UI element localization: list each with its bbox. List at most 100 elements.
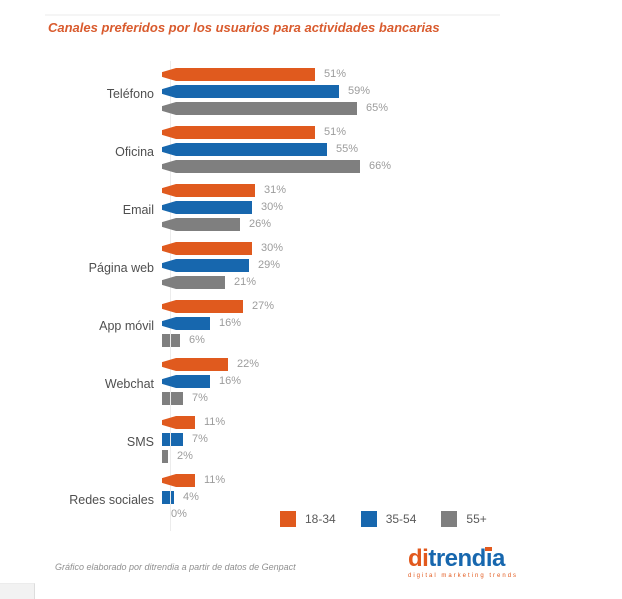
bar-line: 22% (162, 358, 614, 371)
bar-55+ (162, 218, 240, 231)
bar-group: 11% 4% 0% (162, 471, 614, 521)
legend-item-18-34: 18-34 (280, 511, 336, 527)
bar-55+ (162, 392, 183, 405)
value-label: 0% (171, 508, 187, 520)
category-label: Página web (88, 260, 154, 275)
chart-row: Email 31% 30% 26% (0, 181, 622, 239)
bar-35-54 (162, 491, 174, 504)
legend-item-55plus: 55+ (441, 511, 487, 527)
bar-line: 16% (162, 375, 614, 388)
bar-55+ (162, 102, 357, 115)
logo-part-di: di (408, 545, 429, 572)
value-label: 29% (258, 259, 281, 271)
bar-line: 51% (162, 126, 614, 139)
source-note: Gráfico elaborado por ditrendia a partir… (55, 562, 296, 572)
chart-rows: Teléfono 51% 59% 65% Oficina 51% 55% 66% Email 31… (0, 65, 622, 529)
bar-group: 31% 30% 26% (162, 181, 614, 231)
chart-row: SMS 11% 7% 2% (0, 413, 622, 471)
bar-35-54 (162, 433, 183, 446)
bar-line: 29% (162, 259, 614, 272)
y-axis-line (170, 61, 171, 531)
bar-line: 4% (162, 491, 614, 504)
value-label: 55% (336, 143, 359, 155)
bar-line: 7% (162, 433, 614, 446)
chart-row: Oficina 51% 55% 66% (0, 123, 622, 181)
bar-line: 27% (162, 300, 614, 313)
value-label: 4% (183, 491, 199, 503)
bar-line: 51% (162, 68, 614, 81)
legend-swatch-55plus (441, 511, 458, 527)
bar-18-34 (162, 184, 255, 197)
value-label: 30% (261, 242, 284, 254)
bar-35-54 (162, 375, 210, 388)
value-label: 16% (219, 317, 242, 329)
ditrendia-logo: ditrendia digital marketing trends (408, 547, 519, 580)
value-label: 66% (369, 160, 392, 172)
value-label: 21% (234, 276, 257, 288)
ditrendia-wordmark: ditrendia (408, 547, 518, 571)
bar-line: 30% (162, 242, 614, 255)
category-label: Email (122, 202, 154, 217)
chart-row: Teléfono 51% 59% 65% (0, 65, 622, 123)
value-label: 26% (249, 218, 272, 230)
bar-35-54 (162, 317, 210, 330)
bar-line: 55% (162, 143, 614, 156)
value-label: 22% (237, 358, 260, 370)
value-label: 65% (366, 102, 389, 114)
bar-18-34 (162, 416, 195, 429)
legend-swatch-18-34 (280, 511, 296, 527)
bar-18-34 (162, 126, 315, 139)
bar-line: 6% (162, 334, 614, 347)
logo-part-a: a (492, 545, 505, 572)
logo-part-trend: trend (428, 545, 486, 572)
bar-line: 31% (162, 184, 614, 197)
category-label: Oficina (115, 144, 154, 159)
bar-line: 0% (162, 508, 614, 521)
top-divider (45, 14, 500, 16)
bar-line: 26% (162, 218, 614, 231)
bar-chart: Teléfono 51% 59% 65% Oficina 51% 55% 66% Email 31… (0, 61, 622, 531)
legend-item-35-54: 35-54 (360, 511, 416, 527)
bar-55+ (162, 334, 180, 347)
value-label: 27% (252, 300, 275, 312)
value-label: 2% (177, 450, 193, 462)
bar-group: 30% 29% 21% (162, 239, 614, 289)
value-label: 51% (324, 126, 347, 138)
chart-row: Página web 30% 29% 21% (0, 239, 622, 297)
value-label: 11% (204, 416, 226, 428)
chart-row: Webchat 22% 16% 7% (0, 355, 622, 413)
legend-label-55plus: 55+ (466, 512, 487, 526)
bar-55+ (162, 276, 225, 289)
legend-label-18-34: 18-34 (305, 512, 336, 526)
value-label: 31% (264, 184, 287, 196)
bar-group: 51% 55% 66% (162, 123, 614, 173)
chart-legend: 18-34 35-54 55+ (280, 511, 512, 527)
bar-line: 21% (162, 276, 614, 289)
bar-group: 51% 59% 65% (162, 65, 614, 115)
chart-title: Canales preferidos por los usuarios para… (48, 20, 440, 35)
bar-35-54 (162, 201, 252, 214)
value-label: 30% (261, 201, 284, 213)
bar-35-54 (162, 85, 339, 98)
chart-row: Redes sociales 11% 4% 0% (0, 471, 622, 529)
bar-line: 7% (162, 392, 614, 405)
bar-55+ (162, 450, 168, 463)
value-label: 59% (348, 85, 371, 97)
value-label: 7% (192, 433, 208, 445)
bar-18-34 (162, 242, 252, 255)
bar-line: 11% (162, 474, 614, 487)
bar-18-34 (162, 358, 228, 371)
bar-18-34 (162, 300, 243, 313)
bar-line: 66% (162, 160, 614, 173)
chart-row: App móvil 27% 16% 6% (0, 297, 622, 355)
bar-line: 2% (162, 450, 614, 463)
category-label: Redes sociales (69, 492, 154, 507)
logo-tagline: digital marketing trends (408, 573, 519, 579)
bar-group: 27% 16% 6% (162, 297, 614, 347)
bar-line: 59% (162, 85, 614, 98)
value-label: 11% (204, 474, 226, 486)
bar-line: 30% (162, 201, 614, 214)
category-label: SMS (126, 434, 154, 449)
value-label: 16% (219, 375, 242, 387)
value-label: 6% (189, 334, 205, 346)
